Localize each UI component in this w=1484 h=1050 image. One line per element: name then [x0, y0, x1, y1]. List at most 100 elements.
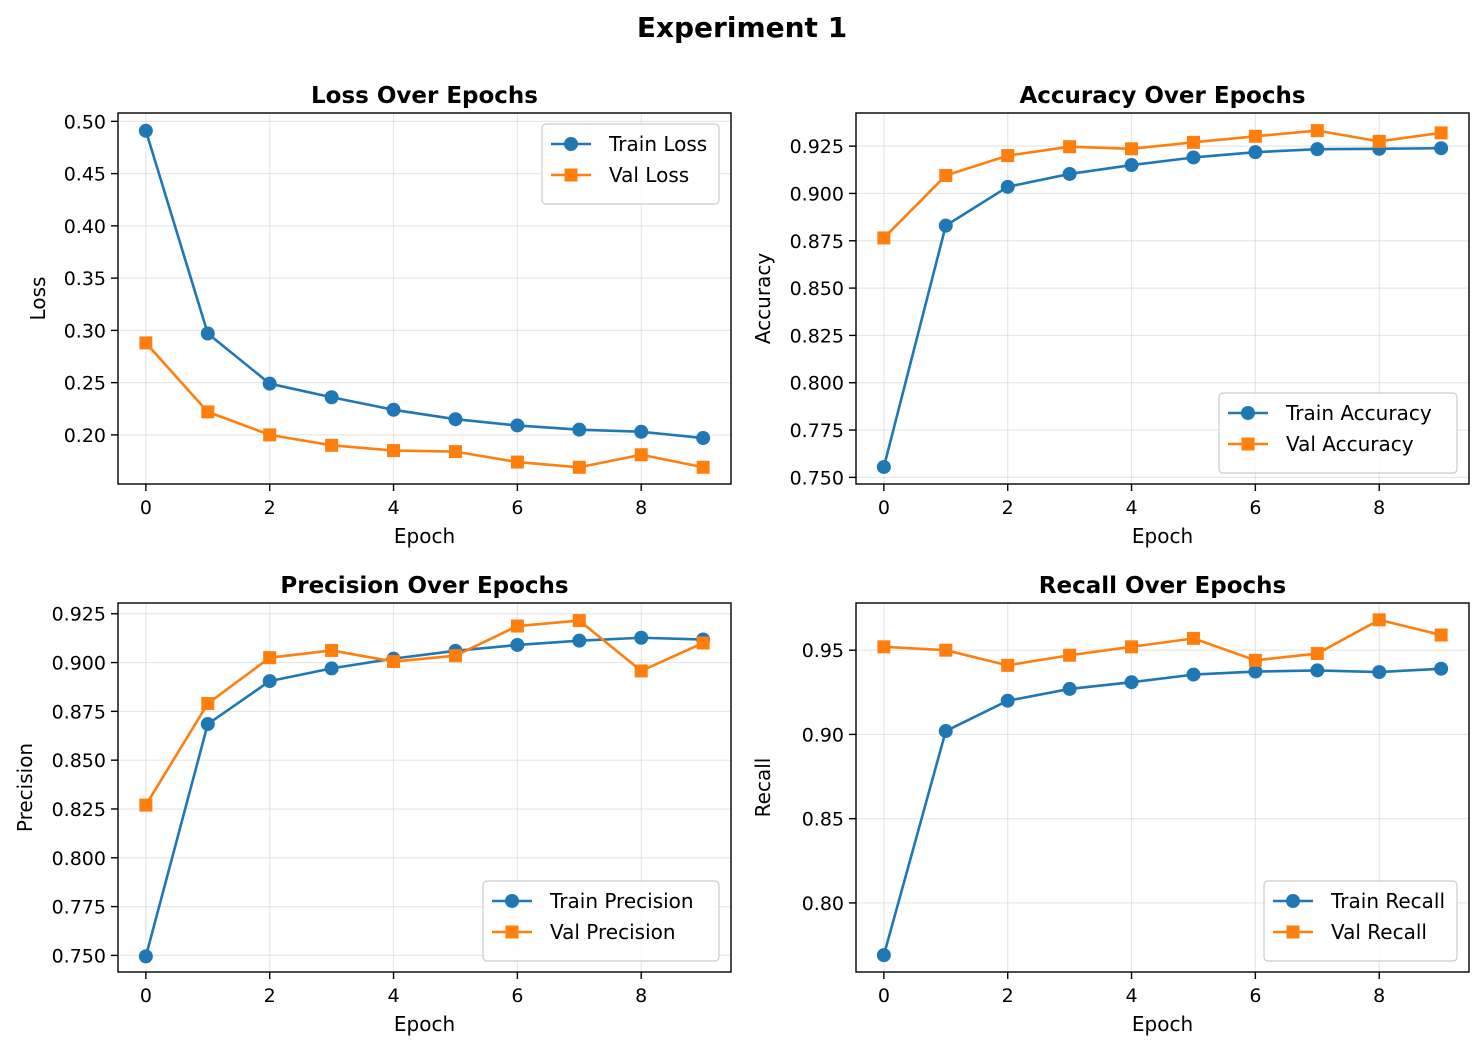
legend-marker-val-recall — [1286, 925, 1300, 939]
y-axis-label: Recall — [751, 758, 775, 818]
x-tick-label: 0 — [140, 985, 152, 1007]
legend: Train Accuracy Val Accuracy — [1218, 392, 1458, 474]
axes-frame — [117, 112, 732, 485]
data-point-train-precision — [572, 633, 587, 648]
x-tick-label: 6 — [1249, 497, 1261, 519]
data-point-val-precision — [448, 649, 462, 663]
data-point-val-recall — [877, 640, 891, 654]
data-point-val-precision — [634, 664, 648, 678]
x-tick-label: 4 — [387, 985, 399, 1007]
y-tick-label: 0.750 — [790, 467, 844, 489]
series-line-val-accuracy — [882, 129, 1443, 240]
subplot-title: Loss Over Epochs — [311, 83, 538, 109]
y-tick-label: 0.35 — [64, 268, 106, 290]
legend-marker-val-accuracy — [1241, 437, 1255, 451]
series-line-val-precision — [144, 619, 705, 807]
data-point-val-loss — [448, 445, 462, 459]
subplot-title: Accuracy Over Epochs — [1019, 83, 1305, 109]
data-point-val-loss — [510, 455, 524, 469]
x-tick-label: 8 — [1373, 497, 1385, 519]
y-tick-label: 0.40 — [64, 216, 106, 238]
data-point-val-precision — [325, 643, 339, 657]
legend-marker-train-accuracy — [1241, 406, 1255, 420]
x-tick-label: 8 — [635, 497, 647, 519]
y-tick-label: 0.925 — [52, 604, 106, 626]
legend-label-train-precision: Train Precision — [549, 889, 694, 913]
data-point-train-precision — [138, 949, 153, 964]
x-tick-label: 2 — [1002, 985, 1014, 1007]
data-point-train-precision — [634, 630, 649, 645]
legend-label-val-loss: Val Loss — [609, 163, 689, 187]
y-axis-label: Precision — [13, 743, 37, 832]
data-point-val-loss — [634, 448, 648, 462]
subplot-precision-over-epochs: 0 2 4 6 8 0.750 0.775 0.800 0.825 0.850 0.875 0.900… — [13, 573, 732, 1036]
y-tick-label: 0.80 — [802, 893, 844, 915]
data-point-train-loss — [200, 326, 215, 341]
legend: Train Loss Val Loss — [541, 123, 720, 205]
y-tick-label: 0.90 — [802, 724, 844, 746]
y-tick-label: 0.95 — [802, 640, 844, 662]
data-point-val-accuracy — [1186, 135, 1200, 149]
data-point-train-accuracy — [1062, 166, 1077, 181]
y-tick-label: 0.900 — [790, 183, 844, 205]
axes-frame — [855, 112, 1470, 485]
x-axis-label: Epoch — [394, 1012, 455, 1036]
series-line-train-loss — [144, 129, 705, 440]
subplot-recall-over-epochs: 0 2 4 6 8 0.80 0.85 0.90 0.95 Recall Over Epochs E… — [751, 573, 1470, 1036]
subplot-accuracy-over-epochs: 0 2 4 6 8 0.750 0.775 0.800 0.825 0.850 0.875 0.900… — [751, 83, 1470, 548]
subplot-title: Precision Over Epochs — [280, 573, 568, 599]
data-point-train-precision — [200, 717, 215, 732]
y-tick-label: 0.775 — [790, 420, 844, 442]
data-point-val-precision — [572, 614, 586, 628]
series-line-val-recall — [882, 618, 1443, 667]
legend-label-train-loss: Train Loss — [608, 132, 707, 156]
data-point-train-accuracy — [1248, 145, 1263, 160]
y-tick-label: 0.925 — [790, 136, 844, 158]
data-point-val-recall — [1125, 640, 1139, 654]
series-line-train-accuracy — [882, 146, 1443, 469]
data-point-val-recall — [1310, 647, 1324, 661]
data-point-val-loss — [696, 460, 710, 474]
x-tick-label: 0 — [878, 985, 890, 1007]
x-tick-label: 4 — [387, 497, 399, 519]
axes-frame — [117, 602, 732, 973]
data-point-train-precision — [510, 637, 525, 652]
x-axis-label: Epoch — [1132, 524, 1193, 548]
legend-marker-train-recall — [1286, 894, 1300, 908]
data-point-val-recall — [1434, 628, 1448, 642]
legend-label-val-accuracy: Val Accuracy — [1286, 432, 1414, 456]
data-point-val-precision — [263, 651, 277, 665]
legend: Train Recall Val Recall — [1263, 880, 1458, 962]
y-tick-label: 0.750 — [52, 945, 106, 967]
data-point-val-accuracy — [1001, 149, 1015, 163]
data-point-train-accuracy — [1000, 179, 1015, 194]
y-tick-label: 0.775 — [52, 897, 106, 919]
legend-marker-train-loss — [564, 137, 578, 151]
x-tick-label: 0 — [878, 497, 890, 519]
data-point-val-accuracy — [1434, 126, 1448, 140]
y-tick-label: 0.50 — [64, 111, 106, 133]
y-tick-label: 0.875 — [52, 701, 106, 723]
y-tick-label: 0.825 — [790, 325, 844, 347]
data-point-val-precision — [201, 697, 215, 711]
data-point-val-recall — [1001, 658, 1015, 672]
data-point-train-accuracy — [1124, 158, 1139, 173]
data-point-train-accuracy — [938, 218, 953, 233]
data-point-val-recall — [1248, 653, 1262, 667]
data-point-train-recall — [1062, 681, 1077, 696]
data-point-val-recall — [939, 643, 953, 657]
data-point-train-loss — [324, 390, 339, 405]
data-point-train-loss — [262, 376, 277, 391]
y-tick-label: 0.25 — [64, 373, 106, 395]
data-point-train-recall — [1310, 663, 1325, 678]
data-point-val-loss — [263, 428, 277, 442]
data-point-val-accuracy — [1372, 134, 1386, 148]
x-tick-label: 0 — [140, 497, 152, 519]
legend-label-train-accuracy: Train Accuracy — [1285, 401, 1432, 425]
data-point-train-precision — [324, 661, 339, 676]
data-point-train-precision — [262, 674, 277, 689]
data-point-val-accuracy — [1310, 124, 1324, 138]
y-tick-label: 0.825 — [52, 799, 106, 821]
x-tick-label: 4 — [1125, 985, 1137, 1007]
